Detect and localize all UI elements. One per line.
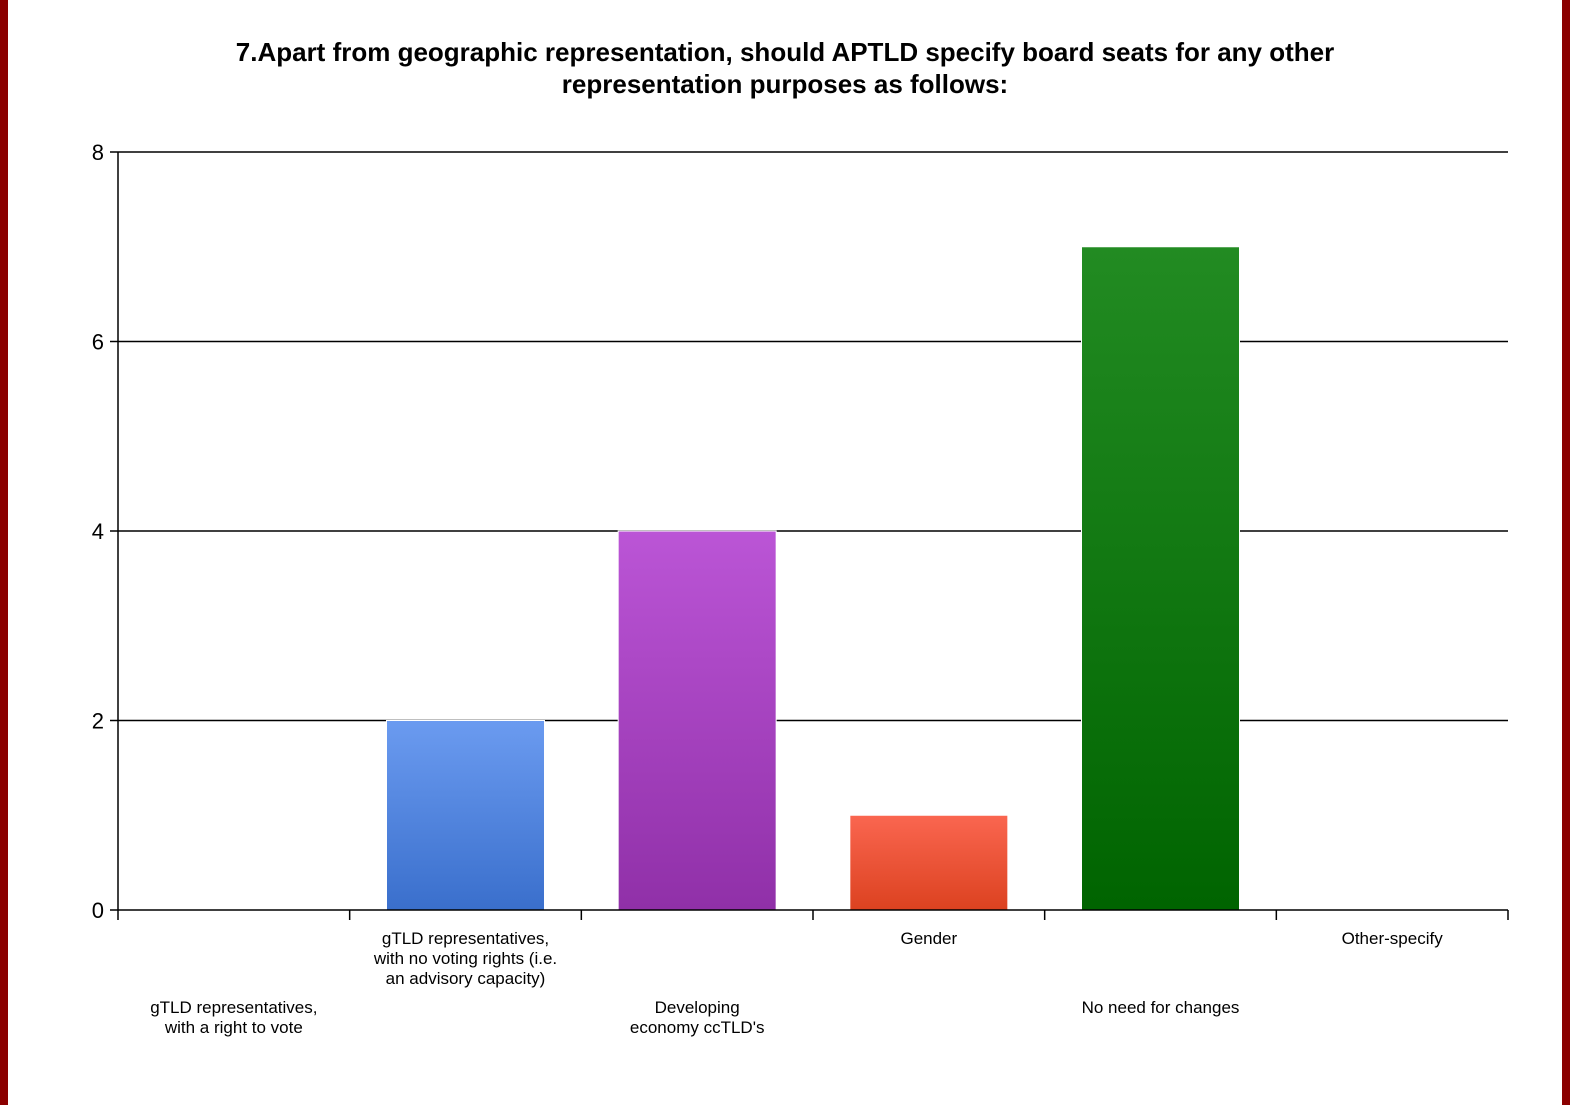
x-category-label-2: Developing economy ccTLD's <box>630 998 765 1037</box>
bar-1 <box>386 720 545 911</box>
x-category-label-line: Developing <box>655 998 740 1017</box>
x-category-label-1: gTLD representatives, with no voting righ… <box>373 929 557 988</box>
x-category-label-4: No need for changes <box>1082 998 1240 1017</box>
chart-title-line-2: representation purposes as follows: <box>561 69 1009 99</box>
x-category-label-line: an advisory capacity) <box>386 969 546 988</box>
bar-4 <box>1081 246 1240 911</box>
x-category-label-0: gTLD representatives, with a right to vot… <box>150 998 317 1037</box>
y-tick-label: 4 <box>92 519 104 544</box>
x-category-label-line: Other-specify <box>1342 929 1444 948</box>
y-tick-label: 6 <box>92 330 104 355</box>
axes <box>110 151 1509 920</box>
y-tick-label: 2 <box>92 709 104 734</box>
chart-frame: 7.Apart from geographic representation, … <box>8 0 1562 1105</box>
x-category-label-line: gTLD representatives, <box>150 998 317 1017</box>
x-category-label-line: No need for changes <box>1082 998 1240 1017</box>
x-category-label-line: economy ccTLD's <box>630 1018 765 1037</box>
y-tick-label: 0 <box>92 898 104 923</box>
y-tick-label: 8 <box>92 140 104 165</box>
x-category-label-3: Gender <box>900 929 957 948</box>
bar-2 <box>617 530 777 911</box>
x-category-label-line: with no voting rights (i.e. <box>373 949 557 968</box>
bars <box>386 246 1240 911</box>
gridlines <box>118 151 1508 722</box>
x-category-label-5: Other-specify <box>1342 929 1444 948</box>
bar-3 <box>849 814 1009 911</box>
chart-title-line-1: 7.Apart from geographic representation, … <box>235 37 1335 67</box>
x-category-label-line: Gender <box>900 929 957 948</box>
chart-title: 7.Apart from geographic representation, … <box>8 36 1562 100</box>
x-category-label-line: gTLD representatives, <box>382 929 549 948</box>
x-category-label-line: with a right to vote <box>164 1018 303 1037</box>
